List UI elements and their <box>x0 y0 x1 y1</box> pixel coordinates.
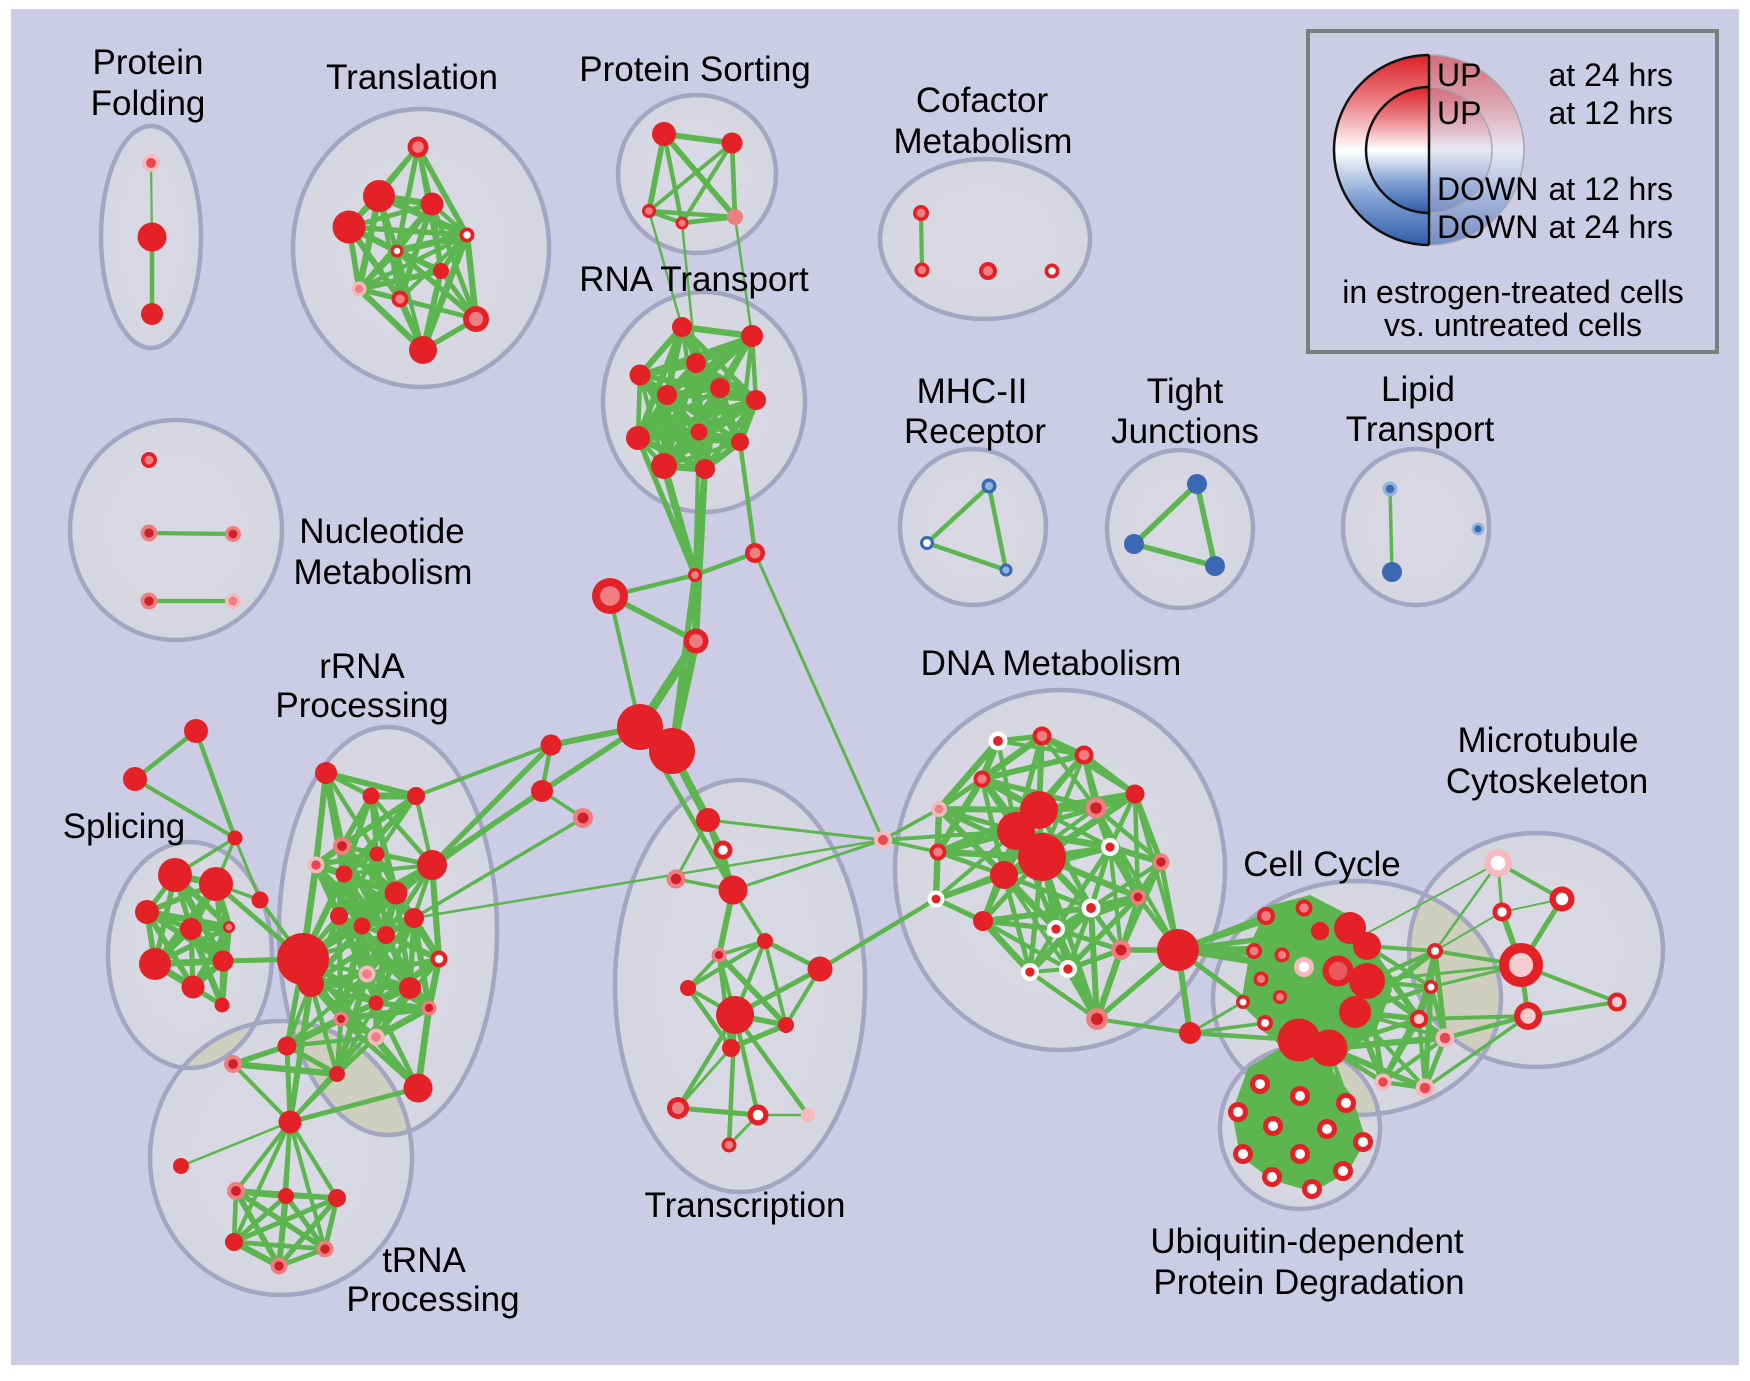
svg-text:Lipid: Lipid <box>1381 370 1455 409</box>
svg-text:Receptor: Receptor <box>904 412 1046 451</box>
svg-text:DOWN: DOWN <box>1437 171 1538 207</box>
svg-text:Protein Sorting: Protein Sorting <box>579 50 811 89</box>
svg-text:Nucleotide: Nucleotide <box>299 512 464 551</box>
svg-text:at 24 hrs: at 24 hrs <box>1548 209 1673 245</box>
svg-text:at 24 hrs: at 24 hrs <box>1548 57 1673 93</box>
svg-text:Processing: Processing <box>346 1280 519 1319</box>
svg-text:Folding: Folding <box>91 84 206 123</box>
svg-text:Microtubule: Microtubule <box>1458 721 1639 760</box>
svg-text:Cofactor: Cofactor <box>916 81 1049 120</box>
svg-text:Tight: Tight <box>1147 372 1224 411</box>
svg-text:RNA Transport: RNA Transport <box>579 260 809 299</box>
svg-text:at 12 hrs: at 12 hrs <box>1548 171 1673 207</box>
svg-text:MHC-II: MHC-II <box>917 372 1028 411</box>
svg-text:Protein: Protein <box>93 43 204 82</box>
svg-text:DNA Metabolism: DNA Metabolism <box>921 644 1182 683</box>
svg-text:Translation: Translation <box>326 58 498 97</box>
svg-text:Transcription: Transcription <box>645 1186 846 1225</box>
svg-text:Splicing: Splicing <box>63 807 186 846</box>
svg-text:at 12 hrs: at 12 hrs <box>1548 95 1673 131</box>
svg-text:rRNA: rRNA <box>319 647 405 686</box>
svg-text:Ubiquitin-dependent: Ubiquitin-dependent <box>1150 1222 1464 1261</box>
svg-text:Transport: Transport <box>1346 410 1495 449</box>
svg-text:Junctions: Junctions <box>1111 412 1259 451</box>
svg-text:UP: UP <box>1437 95 1481 131</box>
svg-text:Processing: Processing <box>275 686 448 725</box>
svg-text:UP: UP <box>1437 57 1481 93</box>
svg-text:Cytoskeleton: Cytoskeleton <box>1446 762 1648 801</box>
svg-text:Cell Cycle: Cell Cycle <box>1243 845 1401 884</box>
svg-text:Metabolism: Metabolism <box>294 553 473 592</box>
svg-text:vs. untreated cells: vs. untreated cells <box>1384 307 1642 343</box>
svg-text:DOWN: DOWN <box>1437 209 1538 245</box>
svg-text:tRNA: tRNA <box>382 1241 466 1280</box>
svg-text:Protein Degradation: Protein Degradation <box>1153 1263 1464 1302</box>
svg-text:in estrogen-treated cells: in estrogen-treated cells <box>1342 274 1684 310</box>
svg-text:Metabolism: Metabolism <box>894 122 1073 161</box>
